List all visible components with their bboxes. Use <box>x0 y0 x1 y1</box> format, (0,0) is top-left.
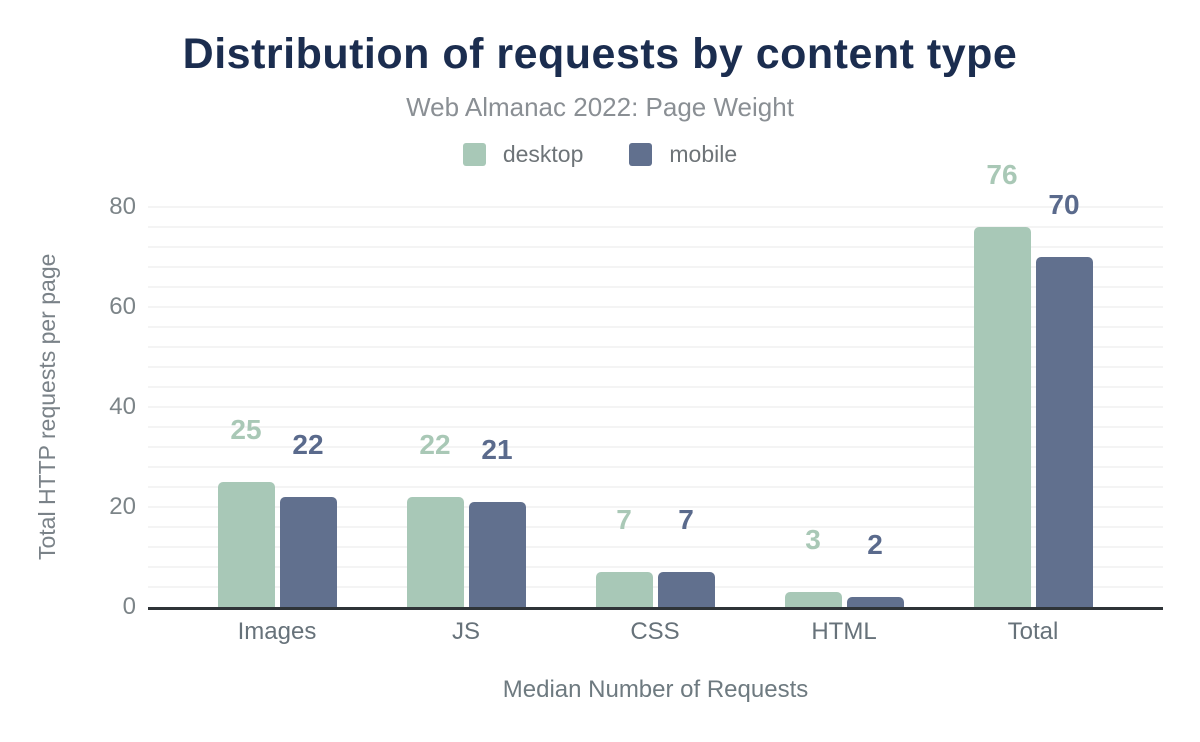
gridline <box>148 506 1163 508</box>
gridline <box>148 286 1163 288</box>
bar-mobile-images <box>279 497 337 607</box>
bar-desktop-images <box>217 482 275 607</box>
y-tick-label: 60 <box>109 293 136 320</box>
x-category-label-css: CSS <box>630 618 680 645</box>
gridline <box>148 486 1163 488</box>
gridline <box>148 306 1163 308</box>
gridline <box>148 426 1163 428</box>
x-category-label-total: Total <box>1007 618 1059 645</box>
gridline <box>148 586 1163 588</box>
legend-item-mobile: mobile <box>629 141 737 168</box>
bar-mobile-js <box>468 502 526 607</box>
legend-label-mobile: mobile <box>669 141 738 167</box>
x-category-label-images: Images <box>237 618 317 645</box>
legend-item-desktop: desktop <box>462 141 584 168</box>
y-tick-label: 20 <box>109 493 136 520</box>
gridline <box>148 546 1163 548</box>
bar-mobile-html <box>846 597 904 607</box>
value-label-mobile-total: 70 <box>1048 189 1080 220</box>
gridline <box>148 226 1163 228</box>
gridline <box>148 246 1163 248</box>
gridline <box>148 326 1163 328</box>
gridline <box>148 566 1163 568</box>
gridline <box>148 466 1163 468</box>
gridline <box>148 406 1163 408</box>
gridline <box>148 266 1163 268</box>
gridline <box>148 526 1163 528</box>
gridline <box>148 206 1163 208</box>
x-category-label-html: HTML <box>811 618 877 645</box>
value-label-mobile-js: 21 <box>481 434 513 465</box>
y-tick-label: 40 <box>109 393 136 420</box>
y-axis-title: Total HTTP requests per page <box>34 253 60 561</box>
value-label-desktop-js: 22 <box>419 429 451 460</box>
gridline <box>148 446 1163 448</box>
x-category-label-js: JS <box>451 618 480 645</box>
mobile-legend-swatch-icon <box>629 143 653 166</box>
bar-desktop-css <box>595 572 653 607</box>
bar-desktop-html <box>784 592 842 607</box>
legend-label-desktop: desktop <box>502 141 584 167</box>
bar-mobile-total <box>1035 257 1093 607</box>
value-label-desktop-html: 3 <box>805 524 821 555</box>
y-tick-label: 80 <box>109 193 136 220</box>
value-label-desktop-total: 76 <box>986 159 1018 190</box>
value-label-desktop-images: 25 <box>230 414 262 445</box>
bar-mobile-css <box>657 572 715 607</box>
value-label-mobile-html: 2 <box>867 529 883 560</box>
gridline <box>148 386 1163 388</box>
bar-desktop-js <box>406 497 464 607</box>
gridline <box>148 366 1163 368</box>
legend: desktop mobile <box>0 141 1200 168</box>
gridline <box>148 346 1163 348</box>
x-axis-line <box>148 607 1163 610</box>
bar-desktop-total <box>973 227 1031 607</box>
x-axis-title: Median Number of Requests <box>502 676 809 703</box>
value-label-mobile-css: 7 <box>678 504 694 535</box>
y-tick-label: 0 <box>122 593 136 620</box>
chart-title: Distribution of requests by content type <box>182 30 1018 78</box>
value-label-mobile-images: 22 <box>292 429 324 460</box>
chart-subtitle: Web Almanac 2022: Page Weight <box>406 92 794 122</box>
desktop-legend-swatch-icon <box>462 143 486 166</box>
value-label-desktop-css: 7 <box>616 504 632 535</box>
